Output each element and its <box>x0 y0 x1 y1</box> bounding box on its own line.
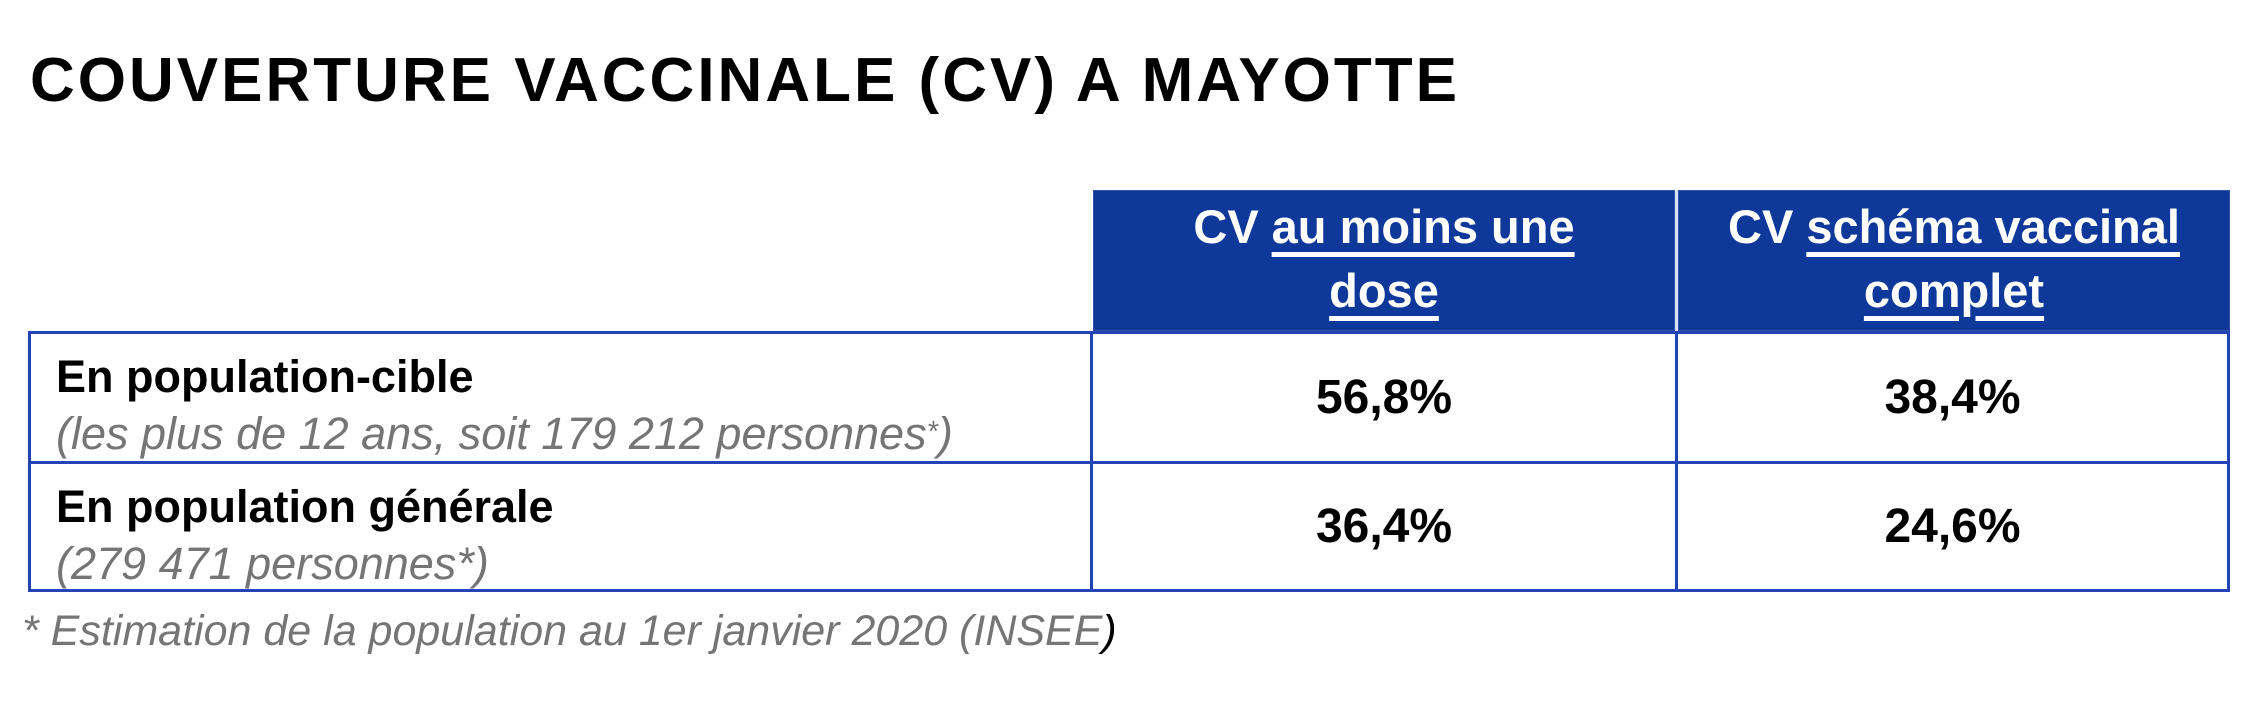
row-sublabel-close: ) <box>937 408 953 459</box>
header-empty-corner <box>28 190 1093 331</box>
header-prefix: CV <box>1193 200 1259 253</box>
row-label-population-generale: En population générale (279 471 personne… <box>28 464 1093 592</box>
page-title: COUVERTURE VACCINALE (CV) A MAYOTTE <box>30 46 1461 115</box>
header-underlined-text: schéma vaccinal <box>1806 200 2180 253</box>
footnote-asterisk: * <box>926 415 938 448</box>
footnote: * Estimation de la population au 1er jan… <box>22 606 1117 658</box>
footnote-asterisk: * <box>456 538 474 589</box>
value-cell-generale-complete: 24,6% <box>1678 464 2230 592</box>
header-line-1: CV schéma vaccinal <box>1678 195 2230 259</box>
row-sublabel: (les plus de 12 ans, soit 179 212 person… <box>56 406 1070 468</box>
vaccination-coverage-table: CV au moins une dose CV schéma vaccinal co… <box>28 190 2230 592</box>
row-label: En population générale <box>56 481 554 532</box>
header-underlined-text: dose <box>1329 264 1439 317</box>
row-sublabel-close: ) <box>473 538 489 589</box>
header-prefix: CV <box>1728 200 1794 253</box>
footnote-closing-paren: ) <box>1102 607 1117 655</box>
row-label-population-cible: En population-cible (les plus de 12 ans,… <box>28 331 1093 464</box>
value-cell-generale-one-dose: 36,4% <box>1093 464 1678 592</box>
header-underlined-text: au moins une <box>1271 200 1575 253</box>
header-line-2: dose <box>1093 259 1675 323</box>
row-sublabel: (279 471 personnes*) <box>56 536 1070 592</box>
value-cell-cible-complete: 38,4% <box>1678 331 2230 464</box>
value-cell-cible-one-dose: 56,8% <box>1093 331 1678 464</box>
row-sublabel-text: (279 471 personnes <box>56 538 457 589</box>
header-line-2: complet <box>1678 259 2230 323</box>
header-line-1: CV au moins une <box>1093 195 1675 259</box>
footnote-text: * Estimation de la population au 1er jan… <box>22 607 1103 655</box>
header-cell-complete-schedule: CV schéma vaccinal complet <box>1678 190 2230 331</box>
row-sublabel-text: (les plus de 12 ans, soit 179 212 person… <box>56 408 927 459</box>
row-label: En population-cible <box>56 351 474 402</box>
header-underlined-text: complet <box>1863 264 2045 317</box>
header-cell-at-least-one-dose: CV au moins une dose <box>1093 190 1678 331</box>
